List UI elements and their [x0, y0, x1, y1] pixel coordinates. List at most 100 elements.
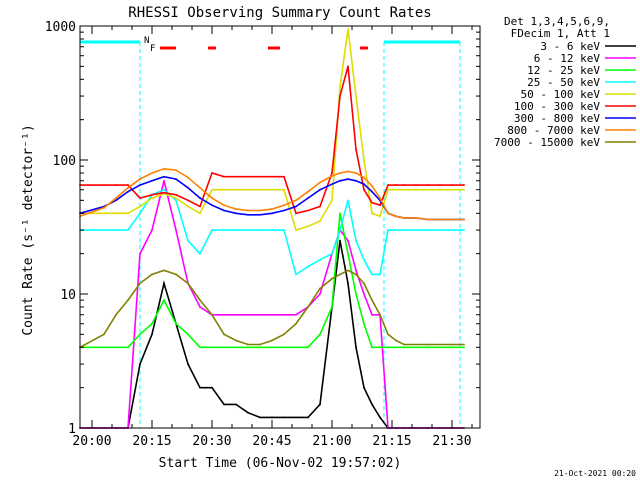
data-point-2-23 — [355, 293, 357, 295]
data-point-6-24 — [363, 183, 365, 186]
data-point-4-31 — [427, 188, 429, 191]
data-point-5-24 — [363, 188, 365, 191]
data-point-3-24 — [363, 258, 365, 261]
data-point-1-6 — [163, 179, 165, 182]
data-point-8-20 — [331, 277, 333, 280]
data-point-6-3 — [127, 190, 129, 193]
data-point-0-14 — [259, 416, 261, 419]
data-point-2-4 — [139, 333, 141, 336]
data-point-2-31 — [427, 346, 429, 349]
x-tick-label-2: 20:30 — [192, 434, 231, 449]
data-point-6-9 — [199, 197, 201, 199]
data-point-3-18 — [307, 265, 309, 268]
data-point-3-25 — [371, 273, 373, 276]
data-point-8-7 — [175, 273, 177, 276]
data-point-0-25 — [371, 403, 373, 406]
data-point-6-18 — [307, 197, 309, 199]
data-point-2-11 — [223, 346, 225, 349]
data-point-5-4 — [139, 197, 141, 199]
data-point-4-33 — [451, 188, 453, 191]
data-point-2-14 — [259, 346, 261, 349]
data-point-3-17 — [295, 273, 297, 276]
axes: 1 10 100 1000 20:00 20:15 20:30 20:45 21:00 21:15… — [45, 20, 481, 449]
series-line-4 — [80, 28, 464, 232]
data-point-0-4 — [139, 363, 141, 365]
data-point-8-24 — [363, 282, 365, 285]
data-point-3-26 — [379, 273, 381, 276]
data-point-3-8 — [187, 239, 189, 242]
legend-label-2: 12 - 25 keV — [527, 64, 600, 77]
data-point-0-9 — [199, 386, 201, 389]
data-point-1-4 — [139, 252, 141, 255]
x-tick-label-6: 21:30 — [432, 434, 471, 449]
data-point-5-27 — [387, 184, 389, 186]
data-point-2-30 — [415, 346, 417, 349]
data-point-6-16 — [283, 209, 285, 212]
data-point-2-28 — [395, 346, 397, 349]
data-point-0-15 — [271, 416, 273, 419]
data-point-1-15 — [271, 313, 273, 316]
data-point-3-9 — [199, 252, 201, 255]
data-point-5-21 — [339, 95, 341, 97]
legend-label-1: 6 - 12 keV — [534, 52, 601, 65]
data-point-8-4 — [139, 282, 141, 285]
data-point-2-9 — [199, 346, 201, 349]
data-point-7-11 — [223, 204, 225, 207]
data-point-5-31 — [427, 184, 429, 186]
data-point-4-2 — [115, 212, 117, 215]
data-point-4-15 — [271, 188, 273, 191]
data-point-3-16 — [283, 229, 285, 231]
data-point-2-5 — [151, 322, 153, 325]
data-point-6-11 — [223, 209, 225, 212]
y-tick-label-1: 10 — [60, 288, 76, 303]
data-point-5-20 — [331, 172, 333, 174]
data-point-4-17 — [295, 229, 297, 231]
data-point-4-4 — [139, 205, 141, 208]
data-point-1-19 — [319, 293, 321, 295]
data-point-5-7 — [175, 193, 177, 196]
plot-frame — [79, 25, 481, 429]
data-point-6-19 — [319, 188, 321, 191]
data-point-2-1 — [103, 346, 105, 349]
data-point-7-27 — [387, 212, 389, 215]
data-point-5-12 — [235, 175, 237, 178]
data-point-4-26 — [379, 215, 381, 218]
data-point-3-6 — [163, 188, 165, 191]
data-point-8-30 — [415, 343, 417, 346]
data-point-7-6 — [163, 167, 165, 170]
data-point-6-17 — [295, 205, 297, 208]
data-point-7-5 — [151, 172, 153, 174]
data-point-3-14 — [259, 229, 261, 231]
data-point-3-31 — [427, 229, 429, 231]
data-point-8-6 — [163, 269, 165, 272]
data-point-7-16 — [283, 204, 285, 207]
data-point-4-19 — [319, 220, 321, 222]
flag-label-f: F — [150, 44, 155, 54]
data-point-3-28 — [395, 229, 397, 231]
data-point-8-23 — [355, 273, 357, 276]
data-point-1-14 — [259, 313, 261, 316]
data-point-7-4 — [139, 178, 141, 181]
data-point-5-8 — [187, 199, 189, 202]
data-point-4-11 — [223, 188, 225, 191]
data-point-8-34 — [463, 343, 465, 346]
data-point-8-31 — [427, 343, 429, 346]
data-point-3-15 — [271, 229, 273, 231]
data-point-5-16 — [283, 175, 285, 178]
data-point-2-2 — [115, 346, 117, 349]
data-point-6-22 — [347, 178, 349, 181]
data-point-5-15 — [271, 175, 273, 178]
data-point-6-8 — [187, 186, 189, 189]
data-point-0-26 — [379, 416, 381, 419]
data-point-7-20 — [331, 175, 333, 177]
data-point-7-21 — [339, 172, 341, 174]
data-point-7-30 — [415, 216, 417, 219]
data-point-5-30 — [415, 184, 417, 186]
footer-timestamp: 21-Oct-2021 00:20 — [554, 469, 636, 478]
data-point-7-28 — [395, 215, 397, 218]
data-point-1-9 — [199, 306, 201, 308]
data-point-3-10 — [211, 229, 213, 231]
data-point-2-27 — [387, 346, 389, 349]
data-point-8-2 — [115, 313, 117, 316]
data-point-7-14 — [259, 209, 261, 212]
